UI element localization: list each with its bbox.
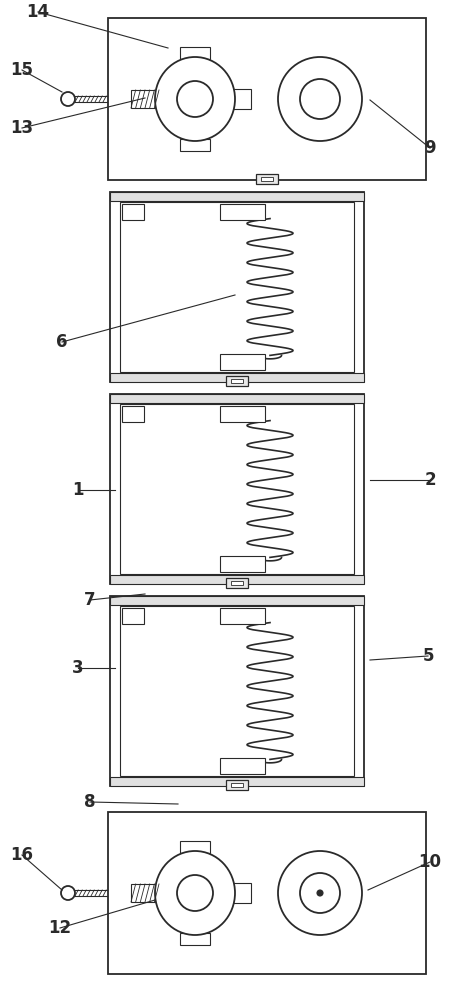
Bar	[180, 933, 210, 945]
Bar	[122, 406, 144, 422]
Bar	[220, 354, 265, 370]
Text: 7: 7	[84, 591, 96, 609]
Bar	[110, 373, 364, 382]
Ellipse shape	[278, 851, 362, 935]
Bar	[226, 780, 248, 790]
Text: 8: 8	[84, 793, 96, 811]
Bar	[110, 192, 364, 201]
Bar	[108, 812, 426, 974]
Bar	[256, 174, 278, 184]
Bar	[261, 177, 273, 181]
Bar	[231, 379, 243, 383]
Bar	[220, 758, 265, 774]
Bar	[110, 596, 364, 605]
Bar	[110, 596, 364, 786]
Bar	[180, 841, 210, 853]
Text: 13: 13	[10, 119, 34, 137]
Bar	[226, 376, 248, 386]
Bar	[226, 578, 248, 588]
Circle shape	[317, 890, 323, 896]
Text: 9: 9	[424, 139, 436, 157]
Bar	[120, 202, 354, 372]
Bar	[122, 204, 144, 220]
Bar	[233, 883, 251, 903]
Bar	[131, 90, 159, 108]
Bar	[231, 581, 243, 585]
Bar	[120, 404, 354, 574]
Circle shape	[61, 886, 75, 900]
Text: 1: 1	[72, 481, 84, 499]
Bar	[110, 777, 364, 786]
Bar	[220, 556, 265, 572]
Bar	[233, 89, 251, 109]
Bar	[110, 192, 364, 382]
Circle shape	[177, 875, 213, 911]
Ellipse shape	[155, 851, 235, 935]
Text: 15: 15	[10, 61, 34, 79]
Circle shape	[61, 92, 75, 106]
Circle shape	[300, 873, 340, 913]
Text: 5: 5	[422, 647, 434, 665]
Bar	[131, 884, 159, 902]
Text: 14: 14	[26, 3, 50, 21]
Bar	[110, 575, 364, 584]
Bar	[220, 406, 265, 422]
Bar	[110, 394, 364, 584]
Bar	[120, 606, 354, 776]
Bar	[180, 47, 210, 59]
Bar	[231, 783, 243, 787]
Bar	[220, 204, 265, 220]
Bar	[122, 608, 144, 624]
Bar	[108, 18, 426, 180]
Bar	[110, 394, 364, 403]
Circle shape	[177, 81, 213, 117]
Ellipse shape	[278, 57, 362, 141]
Text: 16: 16	[10, 846, 34, 864]
Text: 3: 3	[72, 659, 84, 677]
Text: 6: 6	[56, 333, 68, 351]
Bar	[180, 139, 210, 151]
Bar	[220, 608, 265, 624]
Text: 2: 2	[424, 471, 436, 489]
Text: 10: 10	[419, 853, 441, 871]
Ellipse shape	[155, 57, 235, 141]
Text: 12: 12	[48, 919, 71, 937]
Circle shape	[300, 79, 340, 119]
